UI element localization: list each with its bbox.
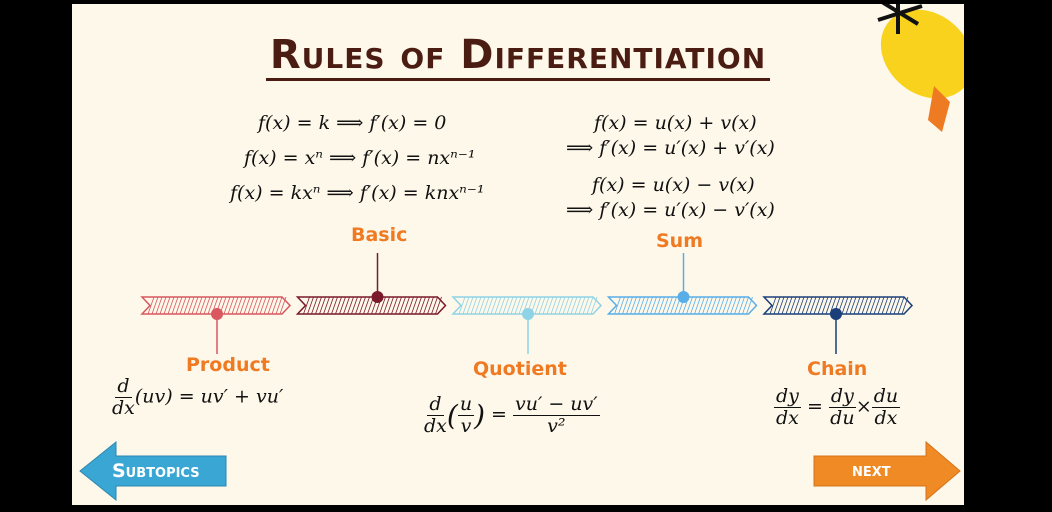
- timeline: [140, 253, 914, 354]
- label-chain: Chain: [807, 358, 868, 380]
- formula-sum-4: ⟹ f′(x) = u′(x) − v′(x): [566, 199, 775, 221]
- formula-basic-2: f(x) = xⁿ ⟹ f′(x) = nxⁿ⁻¹: [244, 147, 476, 169]
- timeline-segment-basic: [295, 253, 447, 315]
- timeline-dot-chain: [830, 308, 842, 320]
- label-product: Product: [186, 354, 270, 376]
- timeline-dot-sum: [677, 291, 690, 303]
- timeline-segment-chain: [762, 296, 914, 354]
- formula-basic-1: f(x) = k ⟹ f′(x) = 0: [258, 112, 447, 134]
- formula-product: d dx (uv) = uv′ + vu′: [112, 375, 284, 419]
- formula-chain: dy dx = dy du × du dx: [774, 385, 901, 429]
- arrow-left-icon: [79, 440, 227, 502]
- timeline-dot-product: [211, 308, 223, 320]
- arrow-right-icon: [813, 440, 961, 502]
- formula-sum-1: f(x) = u(x) + v(x): [594, 112, 757, 134]
- label-quotient: Quotient: [473, 358, 567, 380]
- timeline-dot-quotient: [522, 308, 534, 320]
- timeline-dot-basic: [371, 291, 384, 303]
- timeline-segment-product: [140, 296, 292, 354]
- formula-sum-3: f(x) = u(x) − v(x): [592, 174, 755, 196]
- formula-quotient: d dx(u v) = vu′ − uv′ v²: [424, 393, 600, 437]
- next-button[interactable]: next: [812, 440, 962, 502]
- subtopics-button[interactable]: Subtopics: [78, 440, 228, 502]
- page-title: Rules of Differentiation: [72, 32, 964, 81]
- label-sum: Sum: [656, 230, 704, 252]
- formula-basic-3: f(x) = kxⁿ ⟹ f′(x) = knxⁿ⁻¹: [230, 182, 485, 204]
- timeline-segment-sum: [606, 253, 758, 315]
- timeline-segment-quotient: [451, 296, 603, 354]
- decorative-shape: [877, 4, 964, 132]
- label-basic: Basic: [351, 224, 408, 246]
- asterisk-icon: [877, 4, 923, 34]
- slide: Rules of Differentiation f(x) = k ⟹ f′(x…: [72, 4, 964, 505]
- formula-sum-2: ⟹ f′(x) = u′(x) + v′(x): [566, 137, 775, 159]
